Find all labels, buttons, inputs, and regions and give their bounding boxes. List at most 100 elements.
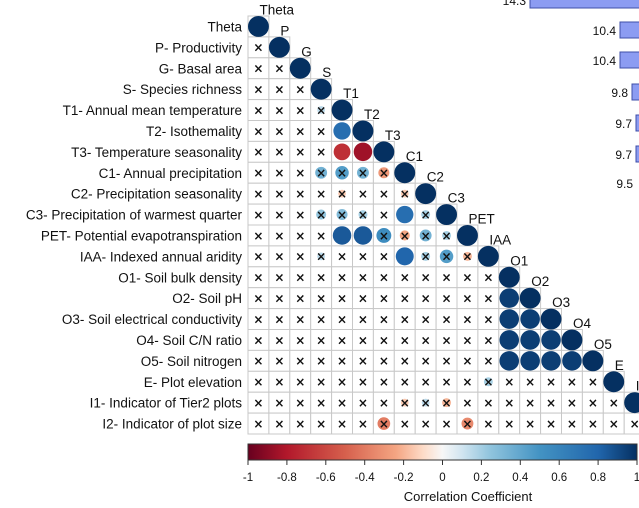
colorbar-title: Correlation Coefficient (404, 489, 533, 504)
nonsignificant-cross: × (253, 396, 263, 410)
corr-circle-i2-pet (461, 417, 474, 430)
nonsignificant-cross: × (295, 291, 305, 305)
nonsignificant-cross: × (295, 187, 305, 201)
side-bar-label: 14.3 (503, 0, 527, 8)
nonsignificant-cross: × (253, 250, 263, 264)
nonsignificant-cross: × (253, 417, 263, 431)
corr-circle-o3-o1 (499, 309, 520, 329)
corr-circle-iaa-c1 (395, 247, 414, 266)
matrix-grid (247, 15, 639, 435)
diag-label-o5: O5 (594, 337, 612, 352)
diag-label-g: G (301, 44, 312, 59)
nonsignificant-cross: × (442, 333, 452, 347)
diagonal-circle-i1 (624, 392, 639, 414)
nonsignificant-cross: × (462, 271, 472, 285)
corr-circle-o5-o4 (562, 351, 582, 371)
nonsignificant-cross: × (337, 291, 347, 305)
nonsignificant-cross: × (274, 312, 284, 326)
nonsignificant-cross: × (442, 291, 452, 305)
nonsignificant-cross: × (462, 312, 472, 326)
nonsignificant-cross: × (442, 250, 452, 264)
row-label-o3: O3- Soil electrical conductivity (62, 312, 242, 327)
diag-label-e: E (615, 358, 624, 373)
nonsignificant-cross: × (525, 417, 535, 431)
nonsignificant-cross: × (253, 208, 263, 222)
nonsignificant-cross: × (274, 333, 284, 347)
colorbar-tick-label: 0.2 (473, 472, 489, 484)
nonsignificant-cross: × (358, 312, 368, 326)
nonsignificant-cross: × (316, 333, 326, 347)
nonsignificant-cross: × (588, 375, 598, 389)
nonsignificant-cross: × (358, 396, 368, 410)
diagonal-circle-e (603, 371, 625, 393)
row-label-t3: T3- Temperature seasonality (71, 145, 242, 160)
diagonal-circle-iaa (477, 245, 499, 267)
corr-circle-c1-s (315, 166, 328, 179)
row-label-c3: C3- Precipitation of warmest quarter (26, 208, 243, 223)
nonsignificant-cross: × (379, 208, 389, 222)
nonsignificant-cross: × (358, 166, 368, 180)
nonsignificant-cross: × (400, 417, 410, 431)
diag-label-t2: T2 (364, 107, 380, 122)
diagonal-labels: ThetaPGST1T2T3C1C2C3PETIAAO1O2O3O4O5EI1I… (259, 3, 639, 394)
nonsignificant-cross: × (462, 354, 472, 368)
nonsignificant-cross: × (483, 291, 493, 305)
nonsignificant-cross: × (421, 250, 431, 264)
nonsignificant-cross: × (462, 375, 472, 389)
corr-circle-o2-o1 (499, 288, 520, 308)
diag-label-t3: T3 (385, 128, 401, 143)
nonsignificant-cross: × (358, 208, 368, 222)
nonsignificant-cross: × (316, 312, 326, 326)
diag-label-c1: C1 (406, 149, 423, 164)
row-label-t1: T1- Annual mean temperature (63, 103, 242, 118)
nonsignificant-cross: × (316, 229, 326, 243)
corr-circle-pet-t1 (332, 226, 352, 245)
nonsignificant-cross: × (421, 312, 431, 326)
row-label-c2: C2- Precipitation seasonality (71, 187, 242, 202)
side-bar-label: 9.7 (615, 117, 632, 131)
nonsignificant-cross: × (546, 396, 556, 410)
nonsignificant-cross: × (316, 396, 326, 410)
diag-label-s: S (322, 65, 331, 80)
nonsignificant-cross: × (609, 417, 619, 431)
colorbar-tick-label: -0.4 (355, 472, 375, 484)
nonsignificant-cross: × (358, 354, 368, 368)
row-label-o4: O4- Soil C/N ratio (136, 333, 242, 348)
nonsignificant-cross: × (442, 271, 452, 285)
corr-circle-i1-c1 (400, 398, 409, 407)
corr-circle-iaa-s (317, 252, 326, 261)
nonsignificant-cross: × (400, 375, 410, 389)
nonsignificant-cross: × (609, 396, 619, 410)
nonsignificant-cross: × (358, 333, 368, 347)
diag-label-o2: O2 (531, 274, 549, 289)
diag-label-o3: O3 (552, 295, 570, 310)
corr-circle-pet-t2 (353, 226, 373, 245)
nonsignificant-cross: × (442, 396, 452, 410)
corr-circle-o5-o2 (520, 351, 540, 371)
nonsignificant-cross: × (337, 333, 347, 347)
nonsignificant-cross: × (295, 271, 305, 285)
nonsignificant-cross: × (504, 417, 514, 431)
side-bar-label: 9.7 (615, 148, 632, 162)
diag-label-o4: O4 (573, 316, 592, 331)
nonsignificant-cross: × (253, 375, 263, 389)
nonsignificant-cross: × (274, 271, 284, 285)
nonsignificant-cross: × (295, 103, 305, 117)
corr-circle-c3-t2 (358, 210, 368, 220)
nonsignificant-cross: × (421, 291, 431, 305)
diagonal-circle-theta (248, 16, 269, 37)
nonsignificant-cross: × (421, 208, 431, 222)
nonsignificant-cross: × (253, 229, 263, 243)
side-bar (619, 21, 639, 39)
nonsignificant-cross: × (295, 250, 305, 264)
nonsignificant-cross: × (316, 354, 326, 368)
matrix-cell (623, 412, 639, 435)
nonsignificant-cross: × (421, 354, 431, 368)
nonsignificant-cross: × (274, 82, 284, 96)
diagonal-circle-o5 (582, 350, 604, 372)
nonsignificant-cross: × (379, 312, 389, 326)
corr-circle-e-iaa (483, 377, 493, 387)
nonsignificant-cross: × (588, 396, 598, 410)
nonsignificant-cross: × (295, 396, 305, 410)
